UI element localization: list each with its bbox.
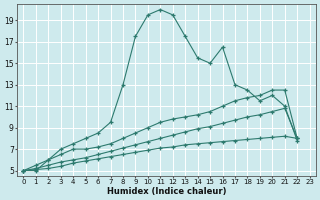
X-axis label: Humidex (Indice chaleur): Humidex (Indice chaleur) <box>107 187 226 196</box>
